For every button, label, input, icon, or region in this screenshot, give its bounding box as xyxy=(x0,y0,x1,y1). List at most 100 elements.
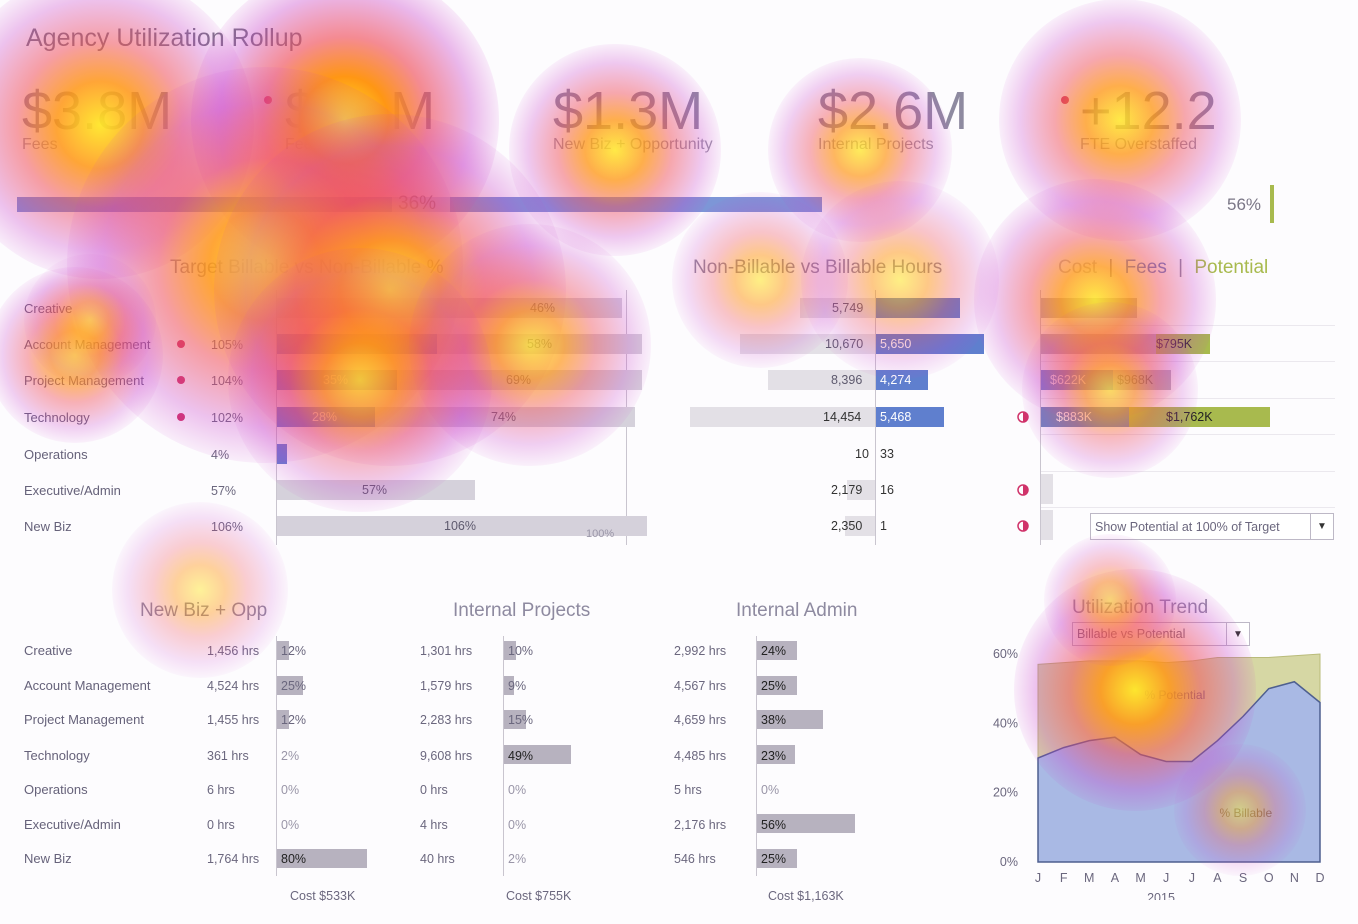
axis-line xyxy=(756,636,757,876)
kpi-value: $1.3M xyxy=(553,81,704,141)
row-divider xyxy=(1040,507,1335,508)
bar-label: 33 xyxy=(880,447,894,461)
half-circle-status-icon xyxy=(1017,520,1029,532)
kpi-new-biz[interactable]: $1.3M New Biz + Opportunity xyxy=(553,80,713,154)
legend-potential: Potential xyxy=(1194,257,1269,278)
x-tick-label: M xyxy=(1084,871,1094,885)
pct-bar[interactable] xyxy=(757,641,797,660)
cost-bar[interactable] xyxy=(1041,510,1053,540)
hours-value: 1,455 hrs xyxy=(207,713,260,727)
billable-bar-grey[interactable] xyxy=(277,516,647,536)
show-potential-dropdown[interactable]: Show Potential at 100% of Target ▼ xyxy=(1090,513,1334,540)
cost-bar[interactable] xyxy=(1041,298,1137,318)
pct-value: 0% xyxy=(761,783,780,797)
pct-value: 0% xyxy=(281,783,300,797)
billable-hours-bar[interactable] xyxy=(876,298,960,318)
hours-value: 40 hrs xyxy=(420,852,455,866)
chevron-down-icon[interactable]: ▼ xyxy=(1310,514,1333,539)
non-billable-bar[interactable] xyxy=(847,480,875,500)
dropdown-value: Billable vs Potential xyxy=(1077,627,1186,641)
pct-value: 15% xyxy=(508,713,534,727)
row-label: Creative xyxy=(24,643,73,658)
pct-bar[interactable] xyxy=(504,710,526,729)
x-tick-label: J xyxy=(1035,871,1041,885)
hours-value: 1,579 hrs xyxy=(420,679,473,693)
bar-label: 14,454 xyxy=(823,410,862,424)
bar-label: 8,396 xyxy=(831,373,863,387)
hours-value: 4,567 hrs xyxy=(674,679,727,693)
hours-value: 2,992 hrs xyxy=(674,644,727,658)
target-ref-label: 100% xyxy=(586,528,615,540)
target-pct: 106% xyxy=(211,520,243,534)
billable-bar-blue[interactable] xyxy=(277,444,287,464)
bar-label: 106% xyxy=(444,519,476,533)
pct-bar[interactable] xyxy=(504,745,571,764)
row-label-creative: Creative xyxy=(24,301,73,316)
pct-value: 10% xyxy=(508,644,534,658)
row-divider xyxy=(1040,471,1335,472)
kpi-internal-projects[interactable]: $2.6M Internal Projects xyxy=(818,80,968,154)
pct-value: 23% xyxy=(761,749,787,763)
bar-label: $795K xyxy=(1156,337,1193,351)
row-label: Project Management xyxy=(24,712,144,727)
legend-fees: Fees xyxy=(1124,257,1167,278)
section-title-new-biz: New Biz + Opp xyxy=(140,600,268,621)
kpi-label: FTE Overstaffed xyxy=(1080,136,1198,153)
pct-value: 0% xyxy=(508,818,527,832)
cost-bar[interactable] xyxy=(1041,474,1053,504)
hours-value: 361 hrs xyxy=(207,749,249,763)
billable-bar-grey[interactable] xyxy=(277,298,622,318)
row-divider xyxy=(1040,434,1335,435)
pct-value: 12% xyxy=(281,644,307,658)
kpi-fees-secondary[interactable]: $1.1M Fees xyxy=(285,80,435,154)
bar-label: 69% xyxy=(506,373,532,387)
x-tick-label: D xyxy=(1315,871,1324,885)
pct-bar[interactable] xyxy=(757,676,797,695)
pct-bar[interactable] xyxy=(757,745,795,764)
kpi-fees[interactable]: $3.8M Fees xyxy=(22,80,172,154)
alert-dot-icon xyxy=(177,340,185,348)
row-label: Executive/Admin xyxy=(24,817,121,832)
series-label-potential: % Potential xyxy=(1145,688,1206,702)
target-pct: 102% xyxy=(211,411,243,425)
pct-bar[interactable] xyxy=(277,710,289,729)
hours-value: 1,456 hrs xyxy=(207,644,260,658)
kpi-fte-overstaffed[interactable]: +12.2 FTE Overstaffed xyxy=(1080,80,1217,154)
pct-bar[interactable] xyxy=(277,641,289,660)
utilization-trend-chart[interactable]: 0% 20% 40% 60% % Potential % Billable J F M A M J J A… xyxy=(980,640,1340,900)
progress-right-label: 56% xyxy=(1227,195,1262,214)
hours-value: 1,764 hrs xyxy=(207,852,260,866)
progress-left-label: 36% xyxy=(398,193,437,214)
hours-value: 0 hrs xyxy=(420,783,448,797)
pct-bar[interactable] xyxy=(757,849,797,868)
pct-bar[interactable] xyxy=(277,849,367,868)
bar-label: 35% xyxy=(323,373,349,387)
pct-bar[interactable] xyxy=(277,676,303,695)
billable-bar-blue[interactable] xyxy=(277,334,437,354)
target-pct: 57% xyxy=(211,484,237,498)
bar-label: $883K xyxy=(1056,410,1093,424)
cost-total: Cost $533K xyxy=(290,889,356,903)
target-pct: 105% xyxy=(211,338,243,352)
row-label: New Biz xyxy=(24,851,72,866)
target-pct: 104% xyxy=(211,374,243,388)
hours-value: 2,176 hrs xyxy=(674,818,727,832)
bar-label: 57% xyxy=(362,483,388,497)
section-title-hours: Non-Billable vs Billable Hours xyxy=(693,257,943,278)
row-divider xyxy=(1040,398,1335,399)
billable-hours-bar[interactable] xyxy=(876,407,944,427)
non-billable-bar[interactable] xyxy=(690,407,875,427)
pct-value: 2% xyxy=(281,749,300,763)
y-tick-label: 0% xyxy=(1000,855,1018,869)
cost-bar[interactable] xyxy=(1041,334,1156,354)
pct-bar[interactable] xyxy=(504,676,514,695)
hours-value: 4 hrs xyxy=(420,818,448,832)
cost-total: Cost $1,163K xyxy=(768,889,844,903)
pct-bar[interactable] xyxy=(504,641,516,660)
non-billable-bar[interactable] xyxy=(845,516,875,536)
pct-bar[interactable] xyxy=(757,710,823,729)
row-label: Technology xyxy=(24,748,90,763)
x-tick-label: S xyxy=(1239,871,1247,885)
pct-bar[interactable] xyxy=(757,814,855,833)
hours-value: 4,524 hrs xyxy=(207,679,260,693)
